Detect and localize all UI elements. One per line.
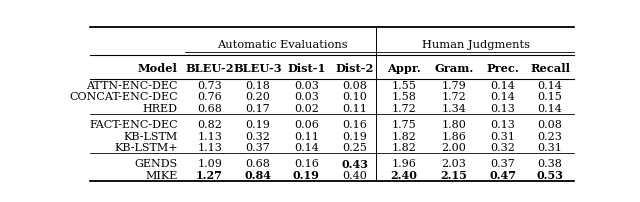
Text: CONCAT-ENC-DEC: CONCAT-ENC-DEC [69,92,178,102]
Text: 0.37: 0.37 [490,159,515,169]
Text: 0.23: 0.23 [538,131,563,141]
Text: 0.08: 0.08 [538,119,563,129]
Text: 0.25: 0.25 [342,142,367,152]
Text: 0.10: 0.10 [342,92,367,102]
Text: Appr.: Appr. [387,62,421,73]
Text: 0.15: 0.15 [538,92,563,102]
Text: Prec.: Prec. [486,62,519,73]
Text: 0.17: 0.17 [246,103,270,113]
Text: 0.19: 0.19 [342,131,367,141]
Text: 0.43: 0.43 [341,158,368,169]
Text: 0.47: 0.47 [490,170,516,181]
Text: 2.15: 2.15 [441,170,468,181]
Text: 1.82: 1.82 [392,142,417,152]
Text: 0.16: 0.16 [342,119,367,129]
Text: 1.09: 1.09 [197,159,222,169]
Text: Human Judgments: Human Judgments [422,39,530,49]
Text: 1.80: 1.80 [442,119,467,129]
Text: 0.06: 0.06 [294,119,319,129]
Text: 0.76: 0.76 [197,92,222,102]
Text: 0.31: 0.31 [490,131,515,141]
Text: 0.14: 0.14 [538,80,563,90]
Text: 0.03: 0.03 [294,92,319,102]
Text: GENDS: GENDS [134,159,178,169]
Text: KB-LSTM+: KB-LSTM+ [114,142,178,152]
Text: 0.73: 0.73 [197,80,222,90]
Text: 1.82: 1.82 [392,131,417,141]
Text: ATTN-ENC-DEC: ATTN-ENC-DEC [86,80,178,90]
Text: 0.40: 0.40 [342,170,367,180]
Text: 0.31: 0.31 [538,142,563,152]
Text: 2.03: 2.03 [442,159,467,169]
Text: Recall: Recall [530,62,570,73]
Text: 1.72: 1.72 [442,92,467,102]
Text: 0.16: 0.16 [294,159,319,169]
Text: 1.34: 1.34 [442,103,467,113]
Text: 1.27: 1.27 [196,170,223,181]
Text: 0.37: 0.37 [246,142,270,152]
Text: 1.86: 1.86 [442,131,467,141]
Text: 0.19: 0.19 [293,170,320,181]
Text: 1.13: 1.13 [197,142,222,152]
Text: 0.82: 0.82 [197,119,222,129]
Text: 1.72: 1.72 [392,103,417,113]
Text: FACT-ENC-DEC: FACT-ENC-DEC [89,119,178,129]
Text: 0.14: 0.14 [490,92,515,102]
Text: 0.13: 0.13 [490,103,515,113]
Text: 0.68: 0.68 [246,159,271,169]
Text: BLEU-3: BLEU-3 [234,62,282,73]
Text: 0.14: 0.14 [490,80,515,90]
Text: Dist-1: Dist-1 [287,62,326,73]
Text: HRED: HRED [143,103,178,113]
Text: 0.38: 0.38 [538,159,563,169]
Text: 0.11: 0.11 [342,103,367,113]
Text: 0.03: 0.03 [294,80,319,90]
Text: 0.18: 0.18 [246,80,271,90]
Text: 0.68: 0.68 [197,103,222,113]
Text: 0.02: 0.02 [294,103,319,113]
Text: 2.00: 2.00 [442,142,467,152]
Text: 0.20: 0.20 [246,92,271,102]
Text: KB-LSTM: KB-LSTM [124,131,178,141]
Text: 0.84: 0.84 [244,170,271,181]
Text: 1.13: 1.13 [197,131,222,141]
Text: 0.14: 0.14 [294,142,319,152]
Text: 1.58: 1.58 [392,92,417,102]
Text: Dist-2: Dist-2 [335,62,374,73]
Text: 1.55: 1.55 [392,80,417,90]
Text: 0.08: 0.08 [342,80,367,90]
Text: 0.53: 0.53 [536,170,563,181]
Text: 2.40: 2.40 [390,170,417,181]
Text: 0.32: 0.32 [490,142,515,152]
Text: Automatic Evaluations: Automatic Evaluations [217,39,348,49]
Text: 1.75: 1.75 [392,119,417,129]
Text: 0.19: 0.19 [246,119,271,129]
Text: BLEU-2: BLEU-2 [186,62,234,73]
Text: 0.11: 0.11 [294,131,319,141]
Text: Gram.: Gram. [435,62,474,73]
Text: 1.96: 1.96 [392,159,417,169]
Text: 1.79: 1.79 [442,80,467,90]
Text: Model: Model [138,62,178,73]
Text: 0.32: 0.32 [246,131,271,141]
Text: 0.13: 0.13 [490,119,515,129]
Text: 0.14: 0.14 [538,103,563,113]
Text: MIKE: MIKE [145,170,178,180]
